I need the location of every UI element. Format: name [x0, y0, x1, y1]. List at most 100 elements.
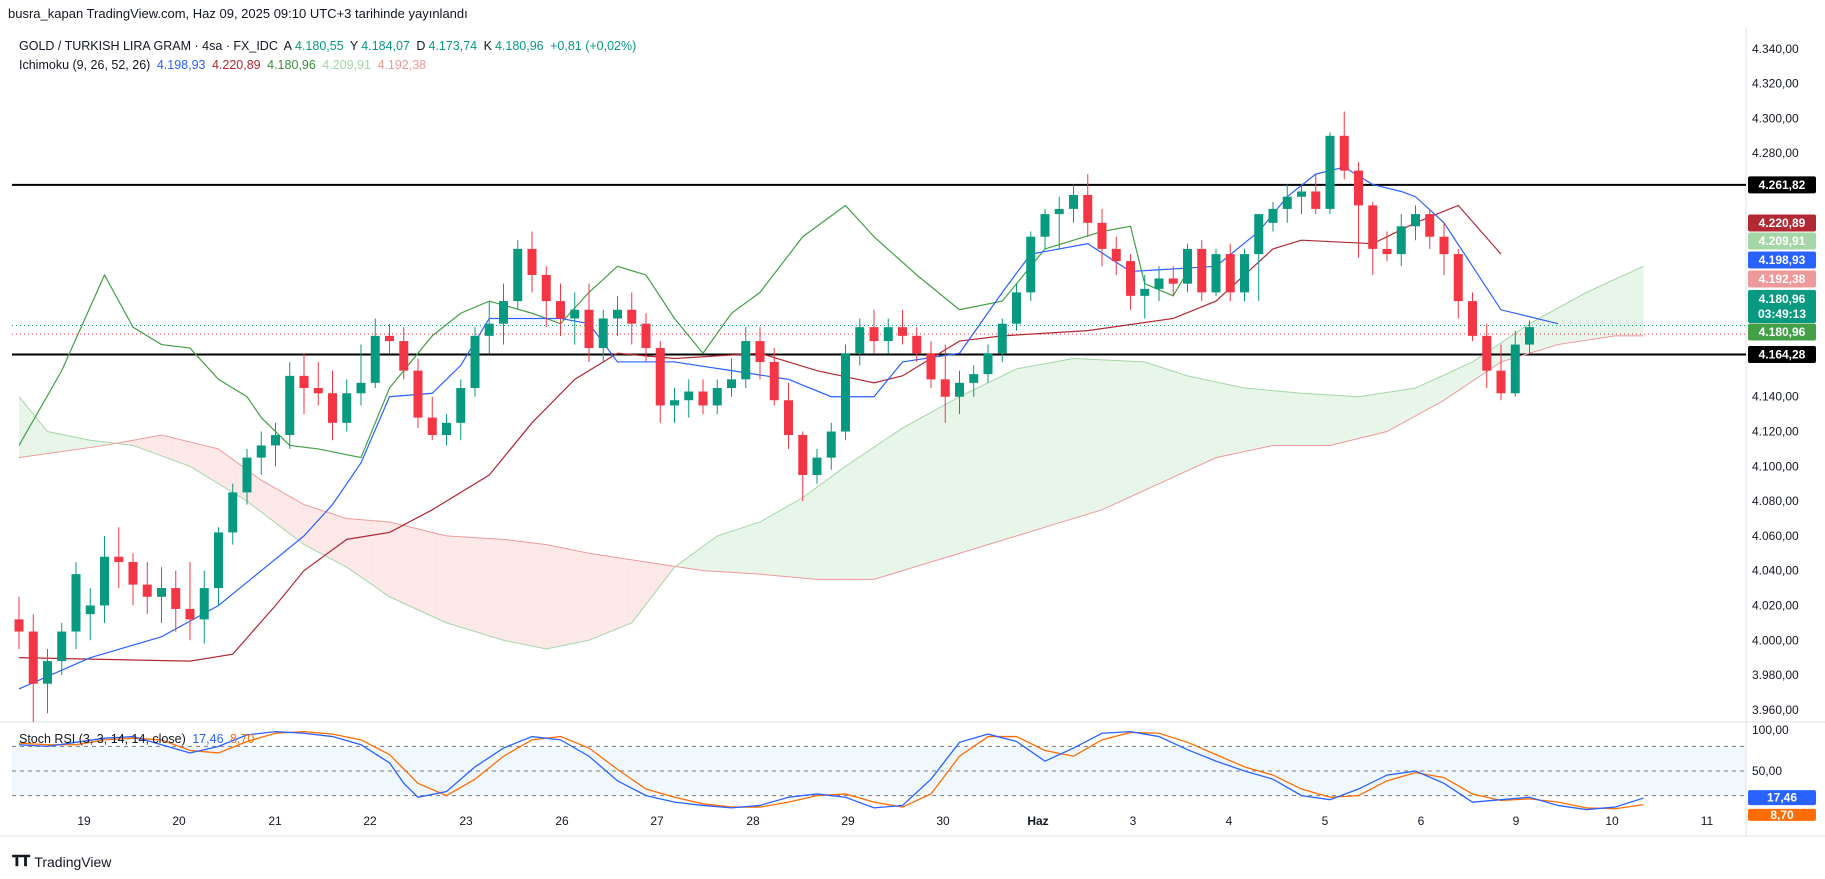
candle-body	[413, 370, 423, 418]
cloud-segment	[1629, 269, 1637, 336]
stoch-rsi-k-line	[18, 730, 1644, 811]
time-tick-label: 20	[172, 814, 186, 828]
ichimoku-name: Ichimoku (9, 26, 52, 26)	[19, 58, 151, 72]
cloud-segment	[61, 434, 69, 452]
candle-body	[342, 393, 352, 423]
cloud-segment	[1294, 392, 1302, 446]
cloud-segment	[874, 442, 882, 580]
cloud-segment	[646, 561, 654, 605]
cloud-segment	[1265, 390, 1273, 447]
cloud-segment	[581, 551, 589, 642]
candle-body	[527, 248, 537, 275]
cloud-segment	[282, 492, 290, 534]
cloud-segment	[475, 537, 483, 634]
candle-body	[14, 619, 24, 632]
candle-body	[556, 301, 565, 319]
price-axis: 3.960,00 3.980,00 4.000,00 4.020,00 4.040,00…	[1752, 42, 1799, 778]
cloud-segment	[254, 475, 262, 512]
publisher-line: busra_kapan TradingView.com, Haz 09, 202…	[8, 6, 468, 21]
cloud-segment	[97, 441, 105, 447]
candle-body	[1525, 327, 1534, 345]
candle-body	[812, 457, 822, 476]
cloud-segment	[1201, 378, 1209, 465]
cloud-segment	[1308, 393, 1316, 446]
hline-badge-0	[1748, 176, 1816, 194]
cloud-segment	[752, 521, 760, 575]
cloud-segment	[1358, 395, 1366, 439]
horizontal-lines	[12, 183, 1746, 356]
cloud-segment	[859, 451, 867, 580]
cloud-segment	[1073, 358, 1081, 519]
price-tick-label: 4.300,00	[1752, 111, 1799, 125]
cloud-segment	[1045, 362, 1053, 528]
cloud-segment	[1315, 394, 1323, 446]
base-line	[18, 204, 1502, 662]
candle-body	[1354, 170, 1363, 206]
cloud-segment	[774, 509, 782, 577]
cloud-segment	[425, 530, 433, 617]
cloud-segment	[47, 431, 55, 454]
cloud-segment	[353, 519, 361, 578]
cloud-segment	[888, 432, 896, 576]
cloud-segment	[1636, 266, 1644, 336]
cloud-segment	[1451, 368, 1459, 396]
cloud-segment	[973, 386, 981, 549]
rsi-k-badge-text: 17,46	[1767, 791, 1797, 805]
cloud-segment	[817, 481, 825, 580]
candle-body	[1097, 222, 1107, 249]
candle-body	[940, 379, 950, 397]
price-tick-label: 3.980,00	[1752, 668, 1799, 682]
cloud-segment	[1151, 364, 1159, 487]
price-tick-label: 4.040,00	[1752, 564, 1799, 578]
cloud-segment	[1009, 368, 1017, 539]
cloud-segment	[304, 504, 312, 549]
cloud-segment	[760, 517, 768, 575]
candle-body	[641, 323, 651, 349]
candle-body	[598, 318, 608, 349]
cloud-segment	[710, 535, 718, 572]
candle-body	[1012, 292, 1021, 324]
rsi-d-badge	[1748, 808, 1816, 821]
candle-body	[28, 631, 38, 684]
cloud-segment	[916, 416, 924, 567]
cloud-segment	[1187, 375, 1195, 471]
candle-body	[1411, 214, 1420, 227]
cloud-segment	[966, 389, 974, 552]
cloud-segment	[532, 542, 540, 648]
cloud-segment	[589, 553, 597, 641]
cloud-segment	[1066, 358, 1074, 521]
cloud-segment	[1344, 395, 1352, 442]
candle-body	[385, 335, 394, 342]
price-badge-3	[1748, 270, 1816, 288]
symbol-name: GOLD / TURKISH LIRA GRAM · 4sa · FX_IDC	[19, 39, 278, 53]
cloud-segment	[1586, 289, 1594, 341]
price-badges: 4.261,82 4.164,28 4.220,89 4.209,91 4.198,93…	[1748, 176, 1816, 822]
cloud-segment	[1365, 394, 1373, 437]
cloud-segment	[90, 440, 98, 448]
cloud-segment	[446, 535, 454, 626]
span-b-line	[18, 335, 1644, 580]
tradingview-logo[interactable]: 𝐓𝐓 TradingView	[12, 853, 111, 870]
cloud-segment	[396, 523, 404, 604]
close-value: 4.180,96	[494, 39, 544, 53]
ichimoku-cloud	[19, 266, 1644, 649]
cloud-segment	[1180, 373, 1188, 474]
cloud-segment	[895, 428, 903, 573]
cloud-segment	[346, 518, 354, 573]
cloud-segment	[1159, 366, 1167, 484]
cloud-segment	[610, 556, 618, 632]
stoch-rsi-k-value: 17,46	[192, 732, 224, 746]
hline-badge-0-text: 4.261,82	[1759, 178, 1806, 192]
cloud-segment	[1087, 359, 1095, 515]
cloud-segment	[945, 400, 953, 558]
span-a-line	[18, 265, 1644, 650]
cloud-segment	[453, 536, 461, 628]
time-tick-label: 23	[459, 814, 473, 828]
cloud-segment	[197, 443, 205, 476]
tradingview-brand: TradingView	[34, 853, 112, 870]
price-tick-label: 4.120,00	[1752, 425, 1799, 439]
cloud-segment	[1273, 390, 1281, 446]
cloud-segment	[1351, 396, 1359, 441]
stoch-rsi-d-value: 8,70	[230, 732, 255, 746]
